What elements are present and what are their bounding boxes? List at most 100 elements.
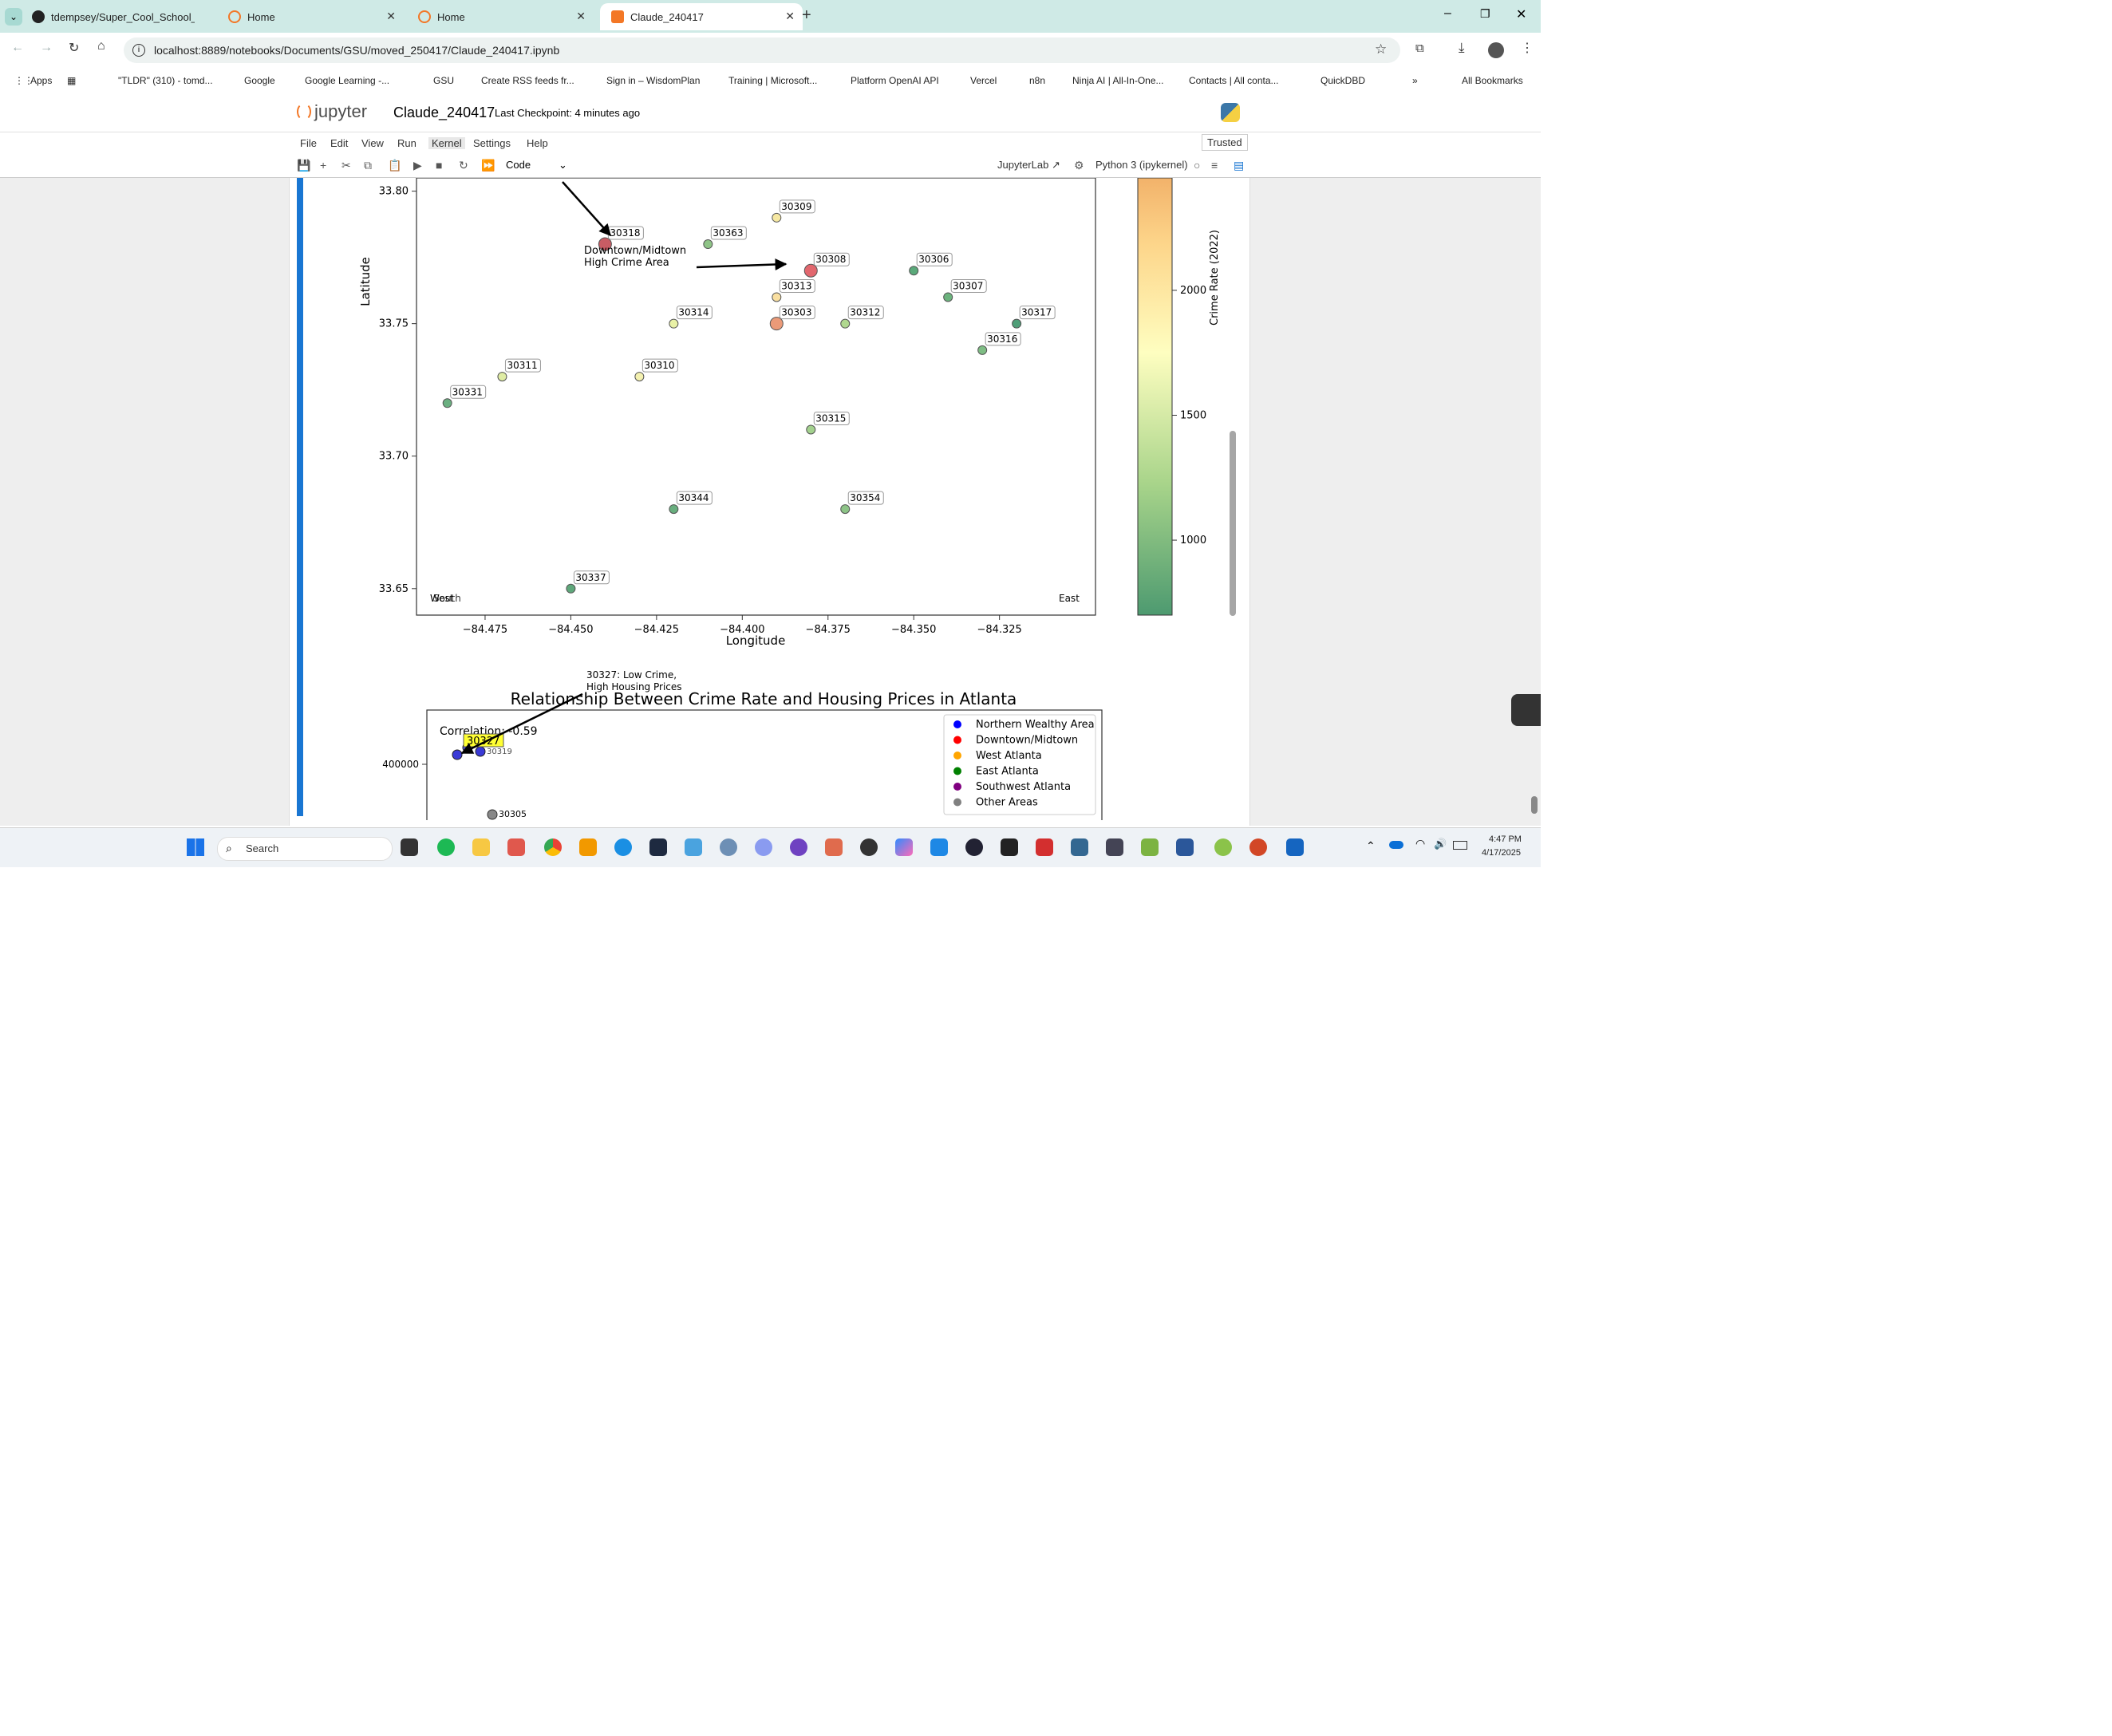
insert-cell-icon[interactable]: +: [320, 159, 327, 172]
copy-icon[interactable]: ⧉: [364, 159, 372, 172]
bookmark-contacts[interactable]: Contacts | All conta...: [1189, 75, 1279, 86]
wifi-icon[interactable]: ◠: [1415, 837, 1426, 850]
menu-file[interactable]: File: [300, 137, 317, 149]
jupyter-logo[interactable]: jupyter: [297, 101, 385, 121]
taskbar-search[interactable]: ⌕ Search: [217, 837, 393, 861]
home-icon[interactable]: ⌂: [97, 39, 105, 53]
tab-home-2[interactable]: Home ✕: [418, 3, 594, 30]
gear-icon[interactable]: [720, 838, 737, 856]
pgadmin-icon[interactable]: [1071, 838, 1088, 856]
close-tab-icon[interactable]: ✕: [785, 10, 795, 22]
new-tab-icon[interactable]: +: [802, 6, 811, 24]
all-bookmarks[interactable]: All Bookmarks: [1462, 75, 1523, 86]
bookmark-apps[interactable]: Apps: [30, 75, 53, 86]
menu-help[interactable]: Help: [527, 137, 548, 149]
bookmark-tldr[interactable]: "TLDR" (310) - tomd...: [118, 75, 213, 86]
jupyterlab-link[interactable]: JupyterLab ↗: [997, 159, 1060, 171]
bookmark-vercel[interactable]: Vercel: [970, 75, 997, 86]
spotify-icon[interactable]: [437, 838, 455, 856]
bookmark-wisdomplan[interactable]: Sign in – WisdomPlan: [606, 75, 701, 86]
clock-date[interactable]: 4/17/2025: [1482, 848, 1521, 858]
cmd-icon[interactable]: [1001, 838, 1018, 856]
claude-icon[interactable]: [825, 838, 843, 856]
property-inspector-icon[interactable]: ▤: [1234, 159, 1245, 172]
forward-icon[interactable]: →: [40, 41, 53, 54]
word-icon[interactable]: [1176, 838, 1194, 856]
app-icon-purple[interactable]: [790, 838, 807, 856]
bookmark-star-icon[interactable]: ☆: [1375, 41, 1388, 57]
menu-dots-icon[interactable]: ⋮: [1521, 41, 1534, 55]
tab-claude-240417[interactable]: Claude_240417 ✕: [600, 3, 803, 30]
tab-groups-icon[interactable]: ▦: [67, 75, 77, 86]
site-info-icon[interactable]: i: [132, 44, 145, 57]
downloads-icon[interactable]: ⤓: [1459, 40, 1465, 55]
bookmark-training[interactable]: Training | Microsoft...: [728, 75, 818, 86]
tab-github[interactable]: tdempsey/Super_Cool_School_I: [32, 3, 223, 30]
apps-grid-icon[interactable]: ⋮⋮: [14, 75, 34, 86]
app-icon-red[interactable]: [507, 838, 525, 856]
menu-run[interactable]: Run: [397, 137, 416, 149]
paste-icon[interactable]: 📋: [388, 159, 402, 172]
powerpoint-icon[interactable]: [1249, 838, 1267, 856]
clock-time[interactable]: 4:47 PM: [1489, 834, 1522, 844]
chatgpt-icon[interactable]: [860, 838, 878, 856]
app-icon-blue[interactable]: [755, 838, 772, 856]
page-scrollbar[interactable]: [1531, 796, 1538, 814]
tray-chevron-icon[interactable]: ⌃: [1366, 839, 1376, 852]
bookmark-n8n[interactable]: n8n: [1029, 75, 1046, 86]
menu-kernel[interactable]: Kernel: [428, 137, 465, 149]
bookmark-ninja[interactable]: Ninja AI | All-In-One...: [1072, 75, 1164, 86]
battery-icon[interactable]: [1453, 841, 1467, 850]
windows-start-icon[interactable]: [187, 838, 204, 856]
remote-desktop-icon[interactable]: [1286, 838, 1304, 856]
trusted-indicator[interactable]: Trusted: [1202, 134, 1248, 151]
bookmark-rss[interactable]: Create RSS feeds fr...: [481, 75, 574, 86]
kernel-name[interactable]: Python 3 (ipykernel): [1095, 159, 1188, 171]
bookmark-google-learning[interactable]: Google Learning -...: [305, 75, 390, 86]
menu-settings[interactable]: Settings: [473, 137, 511, 149]
extensions-icon[interactable]: ⧉: [1415, 41, 1424, 55]
onedrive-icon[interactable]: [1389, 841, 1403, 849]
bookmark-quickdbd[interactable]: QuickDBD: [1320, 75, 1366, 86]
tab-home-1[interactable]: Home ✕: [228, 3, 404, 30]
bookmark-openai[interactable]: Platform OpenAI API: [851, 75, 939, 86]
app-icon-penguin[interactable]: [1106, 838, 1123, 856]
vscode-icon[interactable]: [930, 838, 948, 856]
more-bookmarks-icon[interactable]: »: [1412, 75, 1418, 86]
list-icon[interactable]: ≡: [1211, 159, 1218, 172]
notebook-name[interactable]: Claude_240417: [393, 105, 495, 120]
app-icon-circle[interactable]: [1214, 838, 1232, 856]
cursor-icon[interactable]: [965, 838, 983, 856]
cell-type-select[interactable]: Code ⌄: [506, 159, 567, 171]
bookmark-gsu[interactable]: GSU: [433, 75, 455, 86]
task-view-icon[interactable]: [401, 838, 418, 856]
reload-icon[interactable]: ↻: [69, 41, 80, 55]
copilot-icon[interactable]: [895, 838, 913, 856]
save-icon[interactable]: 💾: [297, 159, 311, 172]
bug-icon[interactable]: ⚙: [1074, 159, 1084, 172]
close-tab-icon[interactable]: ✕: [576, 10, 586, 22]
volume-icon[interactable]: 🔊: [1434, 838, 1447, 850]
edge-icon[interactable]: [614, 838, 632, 856]
minimize-icon[interactable]: –: [1444, 6, 1451, 20]
bookmark-google[interactable]: Google: [244, 75, 275, 86]
search-app-icon[interactable]: [579, 838, 597, 856]
floating-app-icon[interactable]: [1511, 694, 1541, 726]
run-all-icon[interactable]: ⏩: [481, 159, 495, 172]
stop-icon[interactable]: ■: [436, 159, 443, 172]
app-icon-green-doc[interactable]: [1141, 838, 1159, 856]
run-icon[interactable]: ▶: [413, 159, 422, 172]
profile-avatar[interactable]: [1488, 42, 1504, 58]
file-explorer-icon[interactable]: [472, 838, 490, 856]
menu-edit[interactable]: Edit: [330, 137, 349, 149]
terminal-app-icon[interactable]: [649, 838, 667, 856]
close-tab-icon[interactable]: ✕: [386, 10, 396, 22]
chrome-icon[interactable]: [544, 838, 562, 856]
back-icon[interactable]: ←: [11, 41, 24, 54]
bt-icon[interactable]: [1036, 838, 1053, 856]
output-scrollbar[interactable]: [1230, 431, 1236, 616]
settings-app-icon[interactable]: [685, 838, 702, 856]
address-bar[interactable]: [124, 37, 1400, 63]
restart-icon[interactable]: ↻: [459, 159, 468, 172]
close-window-icon[interactable]: ✕: [1516, 8, 1527, 22]
